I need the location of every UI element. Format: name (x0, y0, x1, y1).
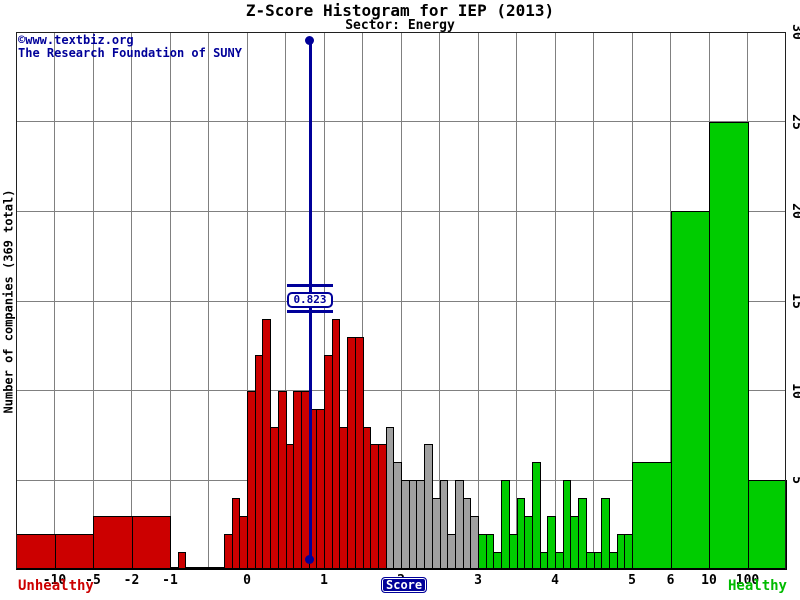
zscore-marker-dot-bottom (305, 555, 314, 564)
x-tick-label: 1 (320, 573, 328, 588)
gridline-horizontal (16, 300, 786, 302)
watermark-url: ©www.textbiz.org (18, 33, 134, 47)
y-tick-label: 25 (789, 113, 800, 130)
healthy-caption: Healthy (727, 578, 787, 594)
x-tick-label: -1 (162, 573, 178, 588)
x-tick-label: 0 (243, 573, 251, 588)
unhealthy-caption: Unhealthy (18, 578, 94, 594)
zscore-marker-dot-top (305, 36, 314, 45)
y-tick-label: 5 (789, 476, 800, 485)
x-tick-label: 10 (701, 573, 717, 588)
y-tick-label: 10 (789, 382, 800, 399)
x-tick-label: -5 (85, 573, 101, 588)
histogram-bar (55, 534, 94, 570)
zscore-marker-crossbar-bottom (287, 310, 333, 313)
zscore-marker-label: 0.823 (287, 292, 333, 308)
chart-title: Z-Score Histogram for IEP (2013) (245, 1, 555, 20)
x-tick-label: 100 (735, 573, 760, 588)
histogram-bar (709, 121, 749, 570)
x-tick-label: 5 (628, 573, 636, 588)
chart-subtitle: Sector: Energy (345, 18, 455, 33)
histogram-bar (132, 516, 171, 570)
histogram-bar (671, 211, 710, 570)
y-tick-label: 20 (789, 203, 800, 220)
histogram-bar (748, 480, 787, 570)
histogram-bar (93, 516, 133, 570)
x-tick-label: -10 (42, 573, 67, 588)
watermark-org: The Research Foundation of SUNY (18, 46, 242, 60)
x-tick-label: -2 (123, 573, 140, 588)
y-axis-label: Number of companies (369 total) (1, 189, 16, 414)
x-tick-label: 4 (551, 573, 559, 588)
histogram-bar (16, 534, 56, 570)
gridline-horizontal (16, 390, 786, 392)
histogram-bar (624, 534, 633, 570)
gridline-horizontal (16, 210, 786, 212)
watermark: ©www.textbiz.org The Research Foundation… (18, 34, 242, 60)
gridline-horizontal (16, 121, 786, 123)
y-tick-label: 30 (789, 24, 800, 40)
histogram-bar (632, 462, 672, 570)
y-tick-label: 15 (789, 293, 800, 309)
zscore-marker-crossbar-top (287, 284, 333, 287)
x-tick-label: 3 (474, 573, 482, 588)
x-tick-label: 6 (666, 573, 675, 588)
x-axis-label: Score (381, 577, 428, 593)
